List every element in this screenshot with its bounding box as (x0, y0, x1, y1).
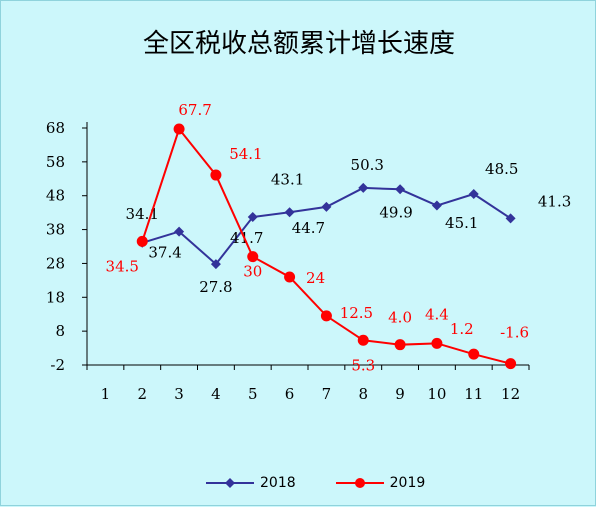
y-tick-label: 38 (46, 221, 65, 239)
data-label-2018: 27.8 (199, 278, 232, 296)
x-tick-label: 2 (137, 385, 147, 403)
data-label-2019: 67.7 (178, 101, 211, 119)
data-point-2018 (210, 259, 221, 270)
data-point-2018 (247, 212, 258, 223)
legend-item-2019: 2019 (335, 475, 426, 491)
data-label-2019: 4.4 (425, 305, 449, 323)
data-point-2019 (505, 358, 517, 370)
y-tick-label: 48 (46, 187, 65, 205)
data-point-2019 (247, 251, 259, 263)
y-tick-label: 28 (46, 254, 65, 272)
legend: 2018 2019 (206, 475, 425, 491)
data-label-2019: 54.1 (229, 145, 262, 163)
y-tick-label: 58 (46, 153, 65, 171)
data-label-2018: 48.5 (485, 160, 518, 178)
data-point-2018 (358, 182, 369, 193)
data-label-2019: 30 (243, 263, 262, 281)
y-tick-label: 8 (55, 322, 65, 340)
y-tick-label: 68 (46, 119, 65, 137)
x-tick-label: 9 (395, 385, 405, 403)
data-point-2018 (505, 213, 516, 224)
data-point-2019 (284, 271, 296, 283)
x-tick-label: 6 (285, 385, 295, 403)
data-label-2019: 5.3 (351, 356, 375, 374)
legend-label-2019: 2019 (389, 475, 426, 491)
data-point-2018 (284, 207, 295, 218)
data-label-2018: 41.3 (538, 192, 571, 210)
data-label-2018: 49.9 (379, 203, 412, 221)
data-label-2019: 4.0 (388, 309, 412, 327)
data-point-2018 (321, 201, 332, 212)
x-tick-label: 7 (322, 385, 332, 403)
data-label-2018: 44.7 (292, 219, 325, 237)
x-tick-label: 11 (464, 385, 483, 403)
data-label-2018: 41.7 (230, 229, 263, 247)
data-point-2019 (320, 310, 332, 322)
legend-swatch-2019 (335, 478, 384, 488)
data-label-2019: 24 (306, 269, 325, 287)
y-tick-label: 18 (46, 288, 65, 306)
data-label-2019: 1.2 (450, 320, 474, 338)
data-label-2018: 45.1 (445, 214, 478, 232)
data-point-2019 (357, 334, 369, 346)
data-label-2018: 43.1 (271, 170, 304, 188)
data-point-2019 (431, 337, 443, 349)
x-tick-label: 8 (358, 385, 368, 403)
data-point-2019 (173, 123, 185, 135)
data-point-2018 (395, 184, 406, 195)
x-tick-label: 3 (174, 385, 184, 403)
y-tick-label: -2 (50, 356, 65, 374)
legend-label-2018: 2018 (260, 475, 296, 491)
chart-title: 全区税收总额累计增长速度 (142, 29, 455, 59)
x-tick-label: 5 (248, 385, 258, 403)
data-label-2018: 50.3 (351, 156, 384, 174)
data-point-2019 (468, 348, 480, 360)
data-point-2019 (394, 339, 406, 351)
data-label-2019: 34.5 (106, 257, 139, 275)
data-point-2019 (136, 235, 148, 247)
data-label-2018: 37.4 (148, 244, 181, 262)
data-point-2019 (210, 169, 222, 181)
x-tick-label: 12 (501, 385, 520, 403)
legend-item-2018: 2018 (206, 475, 296, 491)
data-label-2019: -1.6 (500, 324, 529, 342)
x-tick-label: 4 (211, 385, 221, 403)
data-point-2018 (468, 189, 479, 200)
legend-swatch-2018 (206, 478, 254, 488)
data-point-2018 (174, 226, 185, 237)
data-label-2019: 12.5 (340, 304, 373, 322)
data-point-2018 (431, 200, 442, 211)
x-tick-label: 1 (101, 385, 111, 403)
x-tick-label: 10 (427, 385, 446, 403)
